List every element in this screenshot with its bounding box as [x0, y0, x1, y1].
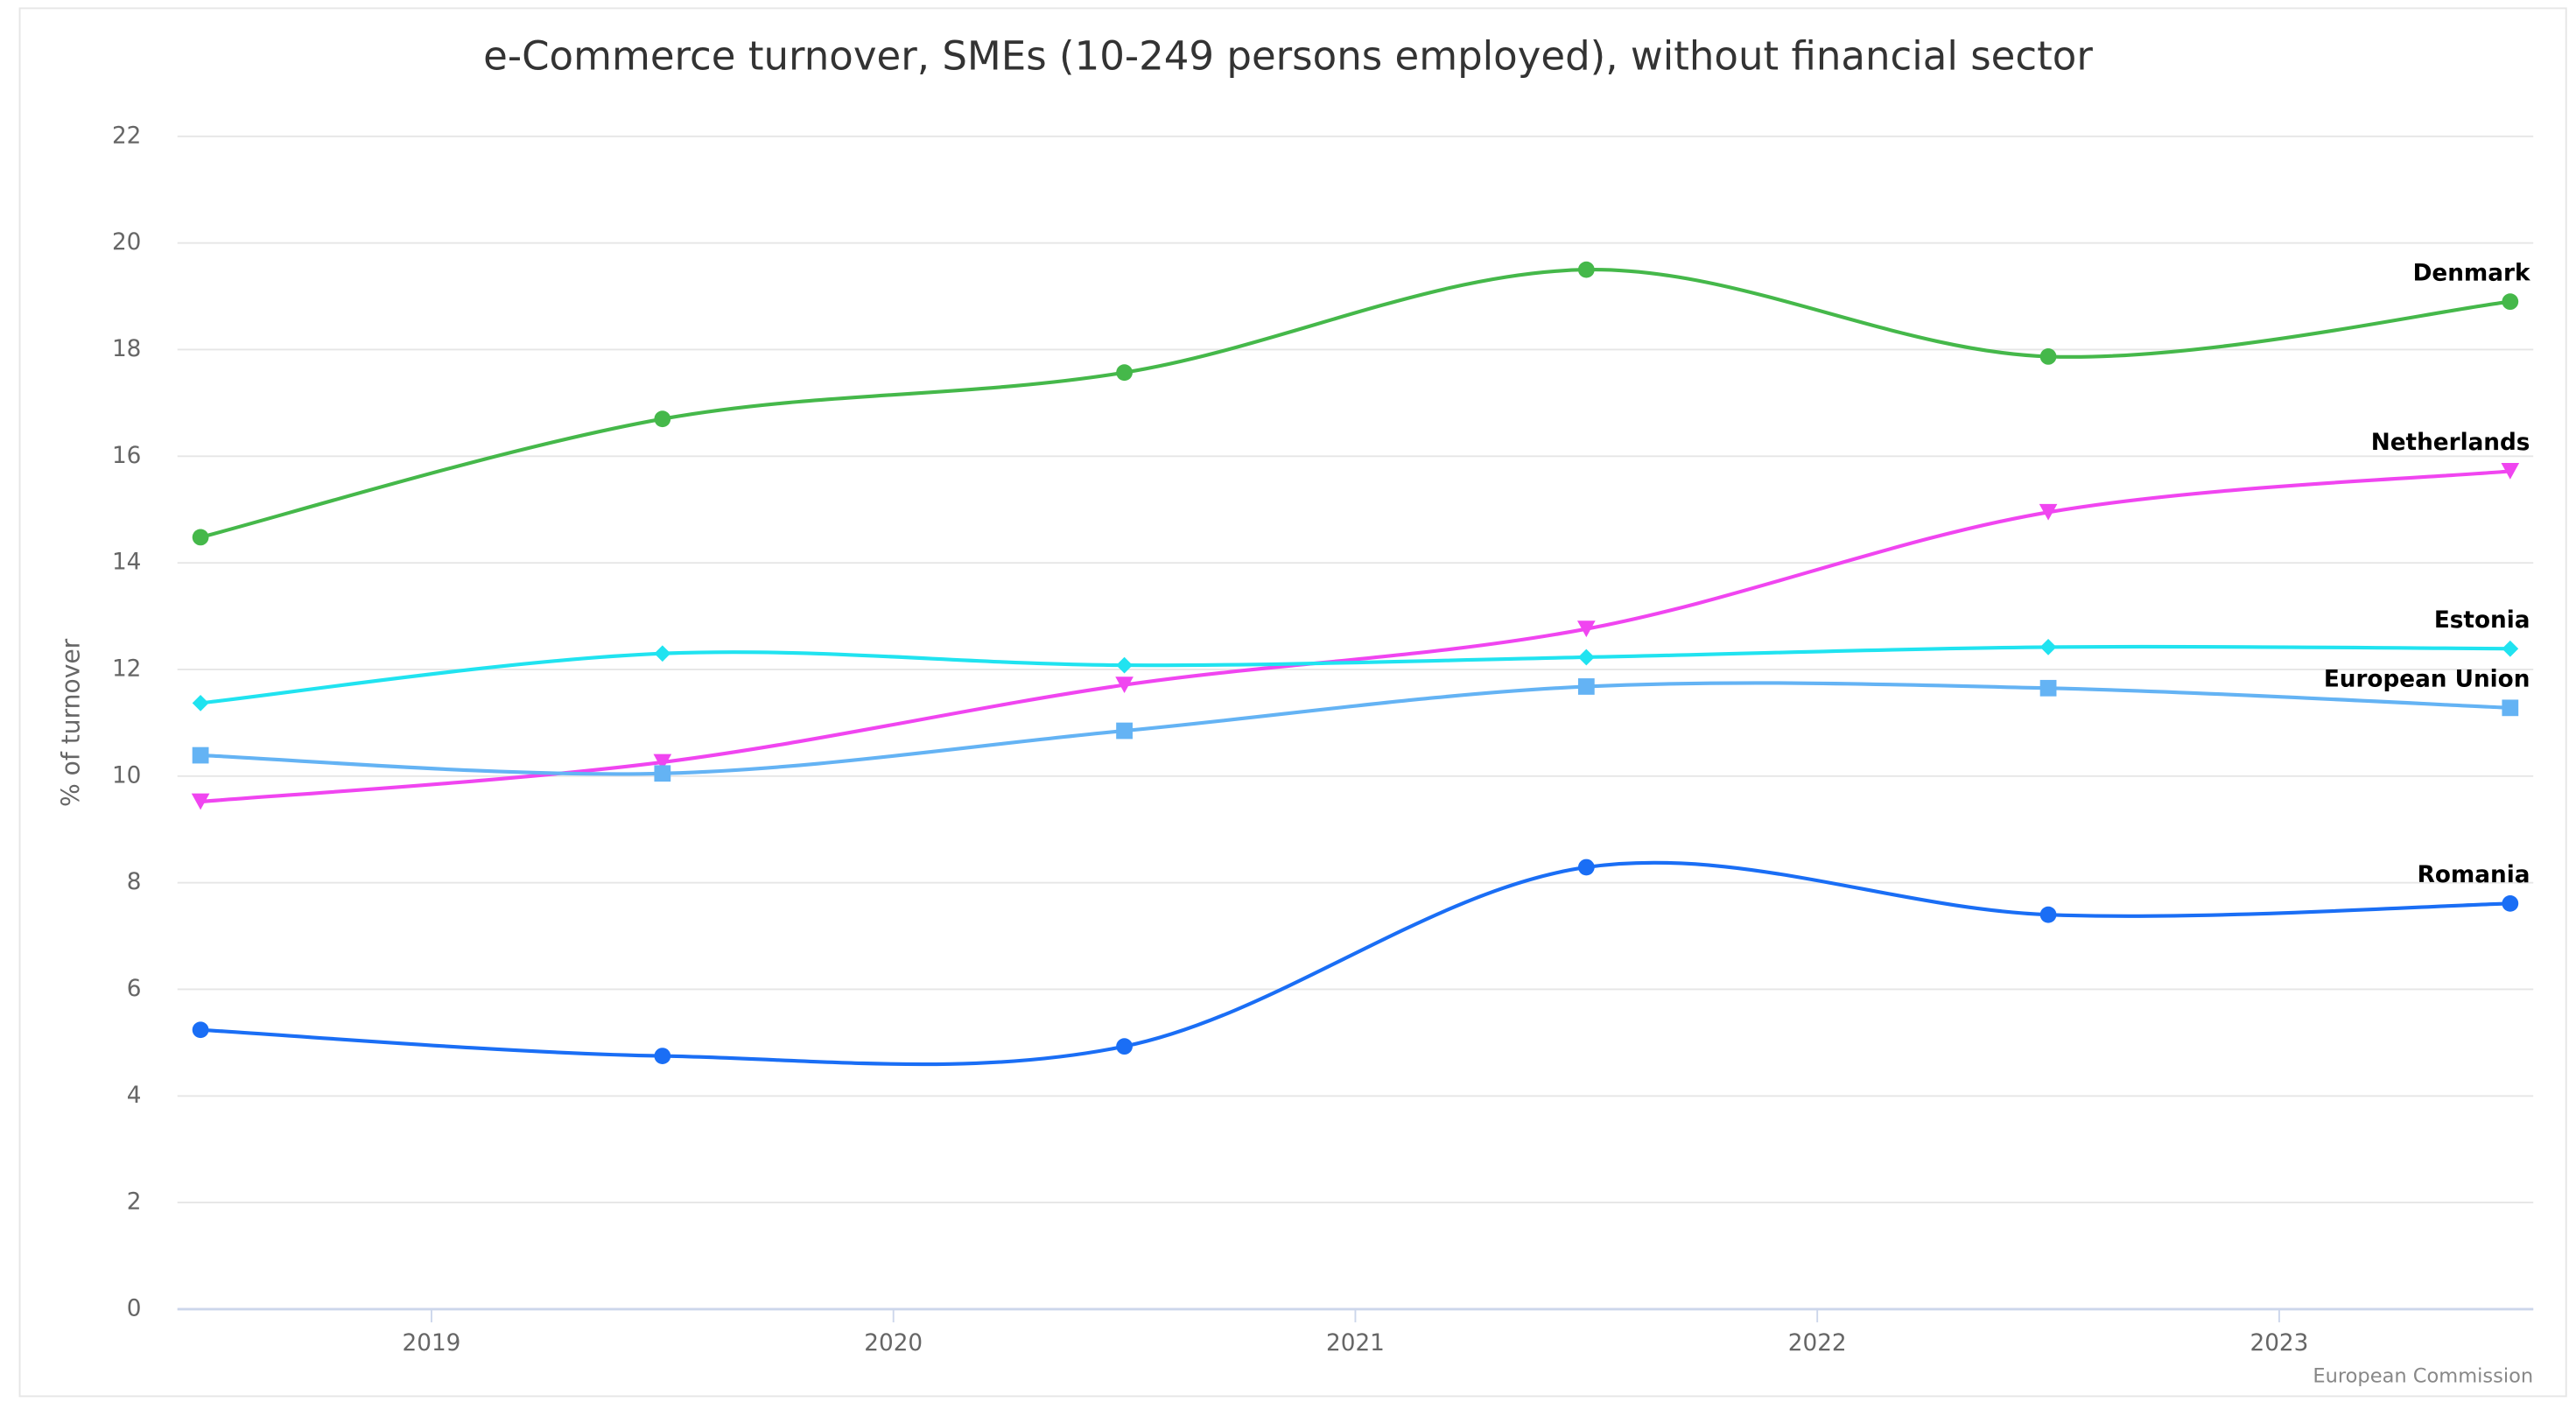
credit: European Commission — [2313, 1364, 2533, 1387]
point — [654, 645, 671, 662]
point — [1116, 364, 1133, 382]
point — [1116, 722, 1133, 740]
point — [1577, 620, 1596, 638]
x-tick-label: 2022 — [1788, 1330, 1847, 1356]
point — [2502, 895, 2519, 912]
series-label: European Union — [2324, 666, 2530, 692]
point — [1577, 859, 1595, 876]
y-tick-label: 4 — [127, 1083, 142, 1109]
point — [2039, 503, 2058, 521]
point — [192, 529, 209, 546]
point — [192, 694, 209, 712]
y-tick-label: 16 — [112, 443, 141, 469]
series-line — [200, 644, 2510, 705]
point — [2501, 462, 2520, 480]
y-tick-label: 14 — [112, 550, 141, 576]
point — [1577, 678, 1595, 695]
point — [1115, 676, 1134, 694]
x-tick-label: 2020 — [864, 1330, 923, 1356]
series-line — [200, 469, 2510, 804]
point — [192, 747, 209, 764]
x-tick-label: 2023 — [2250, 1330, 2309, 1356]
chart-frame — [18, 7, 2567, 1398]
point — [191, 793, 210, 810]
y-tick-label: 20 — [112, 229, 141, 256]
point — [654, 1048, 671, 1064]
point — [653, 754, 672, 771]
point — [1116, 656, 1133, 674]
y-axis-label: % of turnover — [57, 638, 86, 807]
point — [2039, 906, 2057, 923]
y-tick-label: 6 — [127, 976, 142, 1002]
point — [1577, 261, 1595, 278]
y-tick-label: 10 — [112, 762, 141, 789]
point — [2039, 348, 2057, 365]
point — [192, 1021, 209, 1039]
series-label: Estonia — [2434, 607, 2530, 634]
series-label: Denmark — [2413, 260, 2530, 286]
y-tick-label: 8 — [127, 869, 142, 895]
chart-title: e-Commerce turnover, SMEs (10-249 person… — [483, 33, 2093, 80]
x-tick-label: 2019 — [403, 1330, 461, 1356]
point — [1116, 1038, 1133, 1055]
series-line — [200, 268, 2511, 539]
point — [2039, 639, 2057, 655]
y-tick-label: 0 — [127, 1295, 142, 1321]
y-tick-label: 18 — [112, 336, 141, 362]
x-tick-label: 2021 — [1326, 1330, 1385, 1356]
point — [2039, 679, 2057, 697]
y-tick-label: 22 — [112, 123, 141, 149]
series-line — [200, 681, 2510, 776]
y-tick-label: 2 — [127, 1189, 142, 1216]
point — [654, 410, 671, 428]
point — [2502, 699, 2519, 717]
series-line — [200, 860, 2510, 1067]
y-tick-label: 12 — [112, 655, 141, 682]
series-label: Netherlands — [2371, 430, 2530, 456]
series-label: Romania — [2418, 862, 2530, 888]
point — [654, 765, 671, 782]
point — [2502, 293, 2519, 311]
